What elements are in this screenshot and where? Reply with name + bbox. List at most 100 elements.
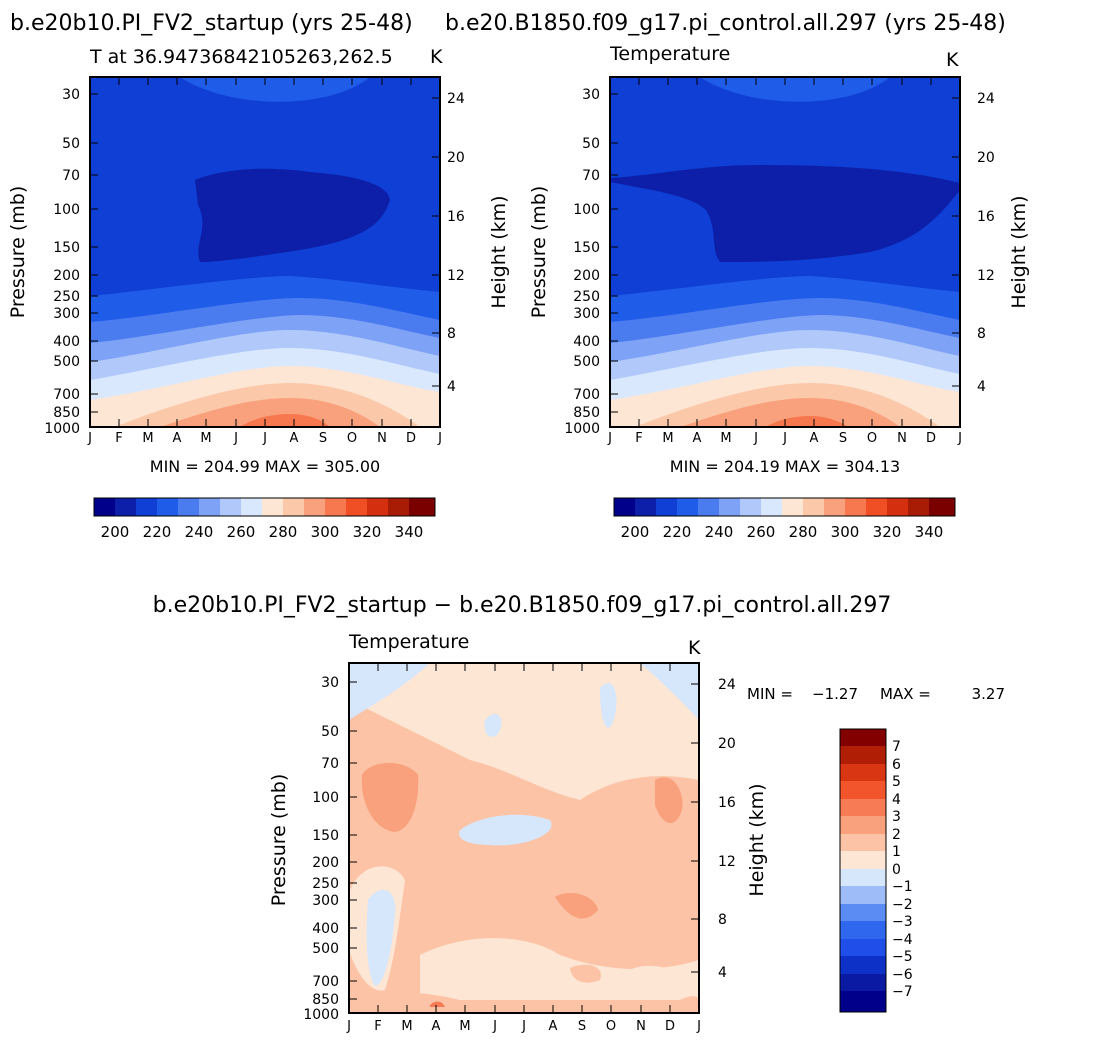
colorbar-swatch bbox=[346, 498, 367, 516]
colorbar-swatch bbox=[656, 498, 677, 516]
panel-control-x-tick-label: M bbox=[662, 431, 673, 446]
colorbar-swatch bbox=[845, 498, 866, 516]
colorbar-label: 4 bbox=[892, 792, 901, 808]
colorbar-label: 240 bbox=[185, 523, 214, 541]
control-title: b.e20.B1850.f09_g17.pi_control.all.297 (… bbox=[445, 11, 1006, 36]
panel-diff-y-tick-label: 100 bbox=[312, 790, 339, 806]
panel-case-x-tick-label: N bbox=[377, 431, 387, 446]
panel-control-y-tick-label: 50 bbox=[582, 136, 600, 152]
colorbar-label: −1 bbox=[892, 879, 913, 895]
panel-control-height-tick-label: 8 bbox=[977, 326, 986, 342]
panel-case-y-tick-label: 1000 bbox=[44, 421, 80, 437]
colorbar-swatch bbox=[840, 746, 886, 764]
colorbar-label: −5 bbox=[892, 949, 913, 965]
colorbar-swatch bbox=[136, 498, 157, 516]
colorbar-swatch bbox=[840, 991, 886, 1012]
colorbar-swatch bbox=[803, 498, 824, 516]
panel-diff-height-tick-label: 16 bbox=[718, 795, 736, 811]
panel-diff-stats: MIN = −1.27 MAX = 3.27 bbox=[747, 685, 1005, 703]
panel-control-x-tick-label: J bbox=[607, 431, 612, 446]
panel-diff-ylabel-right: Height (km) bbox=[746, 783, 768, 896]
panel-diff-subtitle: Temperature bbox=[348, 631, 469, 653]
colorbar-swatch bbox=[220, 498, 241, 516]
panel-case-x-tick-label: J bbox=[437, 431, 442, 446]
panel-case-y-right-axis: 24 20 16 12 8 4 bbox=[447, 91, 465, 395]
panel-control-x-tick-label: F bbox=[635, 431, 642, 446]
panel-diff-stats-min-value: −1.27 bbox=[812, 685, 858, 703]
colorbar-swatch bbox=[614, 498, 635, 516]
panel-diff-y-ticks bbox=[349, 681, 699, 1000]
colorbar-label: 300 bbox=[831, 523, 860, 541]
colorbar-label: 6 bbox=[892, 757, 901, 773]
colorbar-label: 3 bbox=[892, 809, 901, 825]
colorbar-label: 0 bbox=[892, 862, 901, 878]
panel-case-plot bbox=[89, 76, 441, 428]
panel-control: Temperature K J F M A M J J A S bbox=[528, 43, 1030, 541]
panel-diff-x-tick-label: A bbox=[549, 1019, 558, 1034]
colorbar-label: 260 bbox=[747, 523, 776, 541]
panel-control-y-tick-label: 30 bbox=[582, 87, 600, 103]
panel-case-colorbar: 200 220 240 260 280 300 320 340 bbox=[93, 497, 436, 541]
panel-case-height-tick-label: 16 bbox=[447, 209, 465, 225]
colorbar-label: 340 bbox=[915, 523, 944, 541]
case-title: b.e20b10.PI_FV2_startup (yrs 25-48) bbox=[10, 11, 413, 36]
panel-case-y-tick-label: 500 bbox=[53, 354, 80, 370]
panel-diff: Temperature K J F M A bbox=[268, 631, 1005, 1034]
colorbar-swatch bbox=[840, 869, 886, 886]
panel-case-y-tick-label: 150 bbox=[53, 240, 80, 256]
panel-case-ylabel: Pressure (mb) bbox=[7, 186, 29, 319]
colorbar-label: 240 bbox=[705, 523, 734, 541]
panel-diff-y-tick-label: 400 bbox=[312, 921, 339, 937]
panel-diff-y-tick-label: 70 bbox=[321, 756, 339, 772]
panel-control-x-tick-label: M bbox=[720, 431, 731, 446]
panel-control-x-ticks bbox=[638, 77, 932, 427]
panel-control-y-tick-label: 850 bbox=[573, 405, 600, 421]
panel-control-y-tick-label: 300 bbox=[573, 306, 600, 322]
panel-case-y-ticks bbox=[90, 93, 440, 413]
panel-control-height-tick-label: 4 bbox=[977, 379, 986, 395]
colorbar-swatch bbox=[840, 974, 886, 991]
colorbar-swatch bbox=[388, 498, 409, 516]
colorbar-swatch bbox=[409, 498, 435, 516]
colorbar-swatch bbox=[178, 498, 199, 516]
colorbar-label: 320 bbox=[353, 523, 382, 541]
panel-control-x-tick-label: O bbox=[867, 431, 877, 446]
panel-diff-y-tick-label: 500 bbox=[312, 941, 339, 957]
panel-diff-stats-max-label: MAX = bbox=[880, 685, 931, 703]
colorbar-swatch bbox=[283, 498, 304, 516]
colorbar-swatch bbox=[840, 851, 886, 869]
panel-diff-x-tick-label: F bbox=[374, 1019, 381, 1034]
panel-case-height-tick-label: 8 bbox=[447, 326, 456, 342]
panel-case-x-axis: J F M A M J J A S O N D J bbox=[87, 431, 442, 446]
panel-control-x-tick-label: J bbox=[753, 431, 758, 446]
panel-control-y-tick-label: 500 bbox=[573, 354, 600, 370]
colorbar-label: 280 bbox=[269, 523, 298, 541]
panel-diff-x-tick-label: M bbox=[401, 1019, 412, 1034]
colorbar-swatch bbox=[115, 498, 136, 516]
panel-control-y-tick-label: 700 bbox=[573, 387, 600, 403]
panel-case-y-tick-label: 250 bbox=[53, 289, 80, 305]
panel-diff-height-tick-label: 4 bbox=[718, 965, 727, 981]
colorbar-label: 220 bbox=[143, 523, 172, 541]
colorbar-swatch bbox=[840, 799, 886, 816]
panel-diff-x-tick-label: A bbox=[432, 1019, 441, 1034]
panel-case-stats: MIN = 204.99 MAX = 305.00 bbox=[150, 457, 380, 476]
panel-diff-x-tick-label: J bbox=[346, 1019, 351, 1034]
panel-control-x-tick-label: J bbox=[782, 431, 787, 446]
panel-case-x-tick-label: A bbox=[173, 431, 182, 446]
panel-diff-y-right-axis: 24 20 16 12 8 4 bbox=[718, 677, 736, 981]
panel-diff-x-axis: J F M A M J J A S O N D J bbox=[346, 1019, 701, 1034]
panel-case-x-tick-label: J bbox=[262, 431, 267, 446]
colorbar-swatch bbox=[367, 498, 388, 516]
panel-diff-y-tick-label: 150 bbox=[312, 828, 339, 844]
panel-diff-y-tick-label: 300 bbox=[312, 893, 339, 909]
colorbar-label: 2 bbox=[892, 827, 901, 843]
panel-control-x-tick-label: N bbox=[897, 431, 907, 446]
panel-control-height-tick-label: 16 bbox=[977, 209, 995, 225]
colorbar-swatch bbox=[840, 764, 886, 781]
panel-control-y-tick-label: 100 bbox=[573, 202, 600, 218]
panel-control-height-tick-label: 12 bbox=[977, 268, 995, 284]
panel-case-y-tick-label: 30 bbox=[62, 87, 80, 103]
colorbar-label: 7 bbox=[892, 739, 901, 755]
